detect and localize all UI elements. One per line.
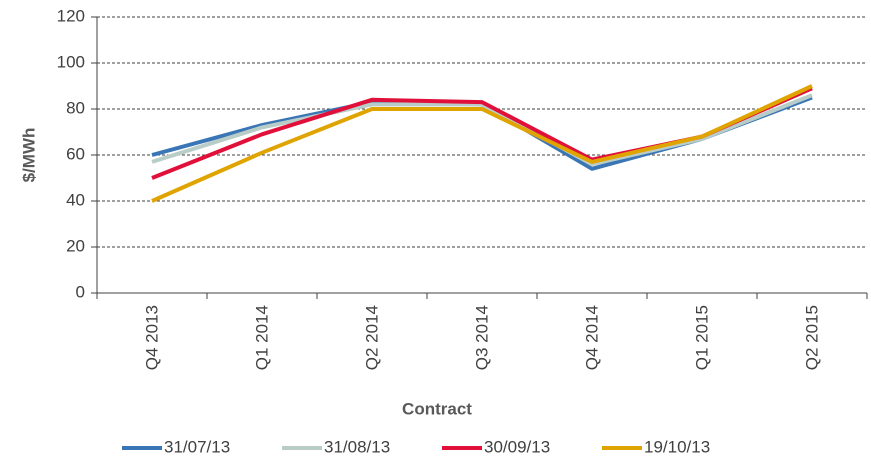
- y-tick-label: 40: [66, 190, 85, 209]
- y-tick-label: 100: [57, 52, 85, 71]
- x-tick-label: Q1 2014: [252, 305, 271, 370]
- x-tick-label: Q2 2015: [802, 305, 821, 370]
- line-series: [151, 84, 813, 203]
- y-tick-label: 120: [57, 6, 85, 25]
- x-tick-label: Q3 2014: [472, 305, 491, 370]
- legend-label: 30/09/13: [484, 437, 550, 456]
- legend-label: 31/08/13: [324, 437, 390, 456]
- y-tick-label: 0: [76, 282, 85, 301]
- y-axis-title: $/MWh: [19, 128, 38, 183]
- y-tick-label: 80: [66, 98, 85, 117]
- legend-label: 31/07/13: [164, 437, 230, 456]
- x-tick-label: Q4 2013: [142, 305, 161, 370]
- x-tick-label: Q2 2014: [362, 305, 381, 370]
- y-tick-label: 20: [66, 236, 85, 255]
- x-tick-label: Q4 2014: [582, 305, 601, 370]
- line-series: [151, 93, 813, 167]
- x-axis-title: Contract: [402, 399, 472, 418]
- y-tick-label: 60: [66, 144, 85, 163]
- legend-label: 19/10/13: [644, 437, 710, 456]
- x-tick-label: Q1 2015: [692, 305, 711, 370]
